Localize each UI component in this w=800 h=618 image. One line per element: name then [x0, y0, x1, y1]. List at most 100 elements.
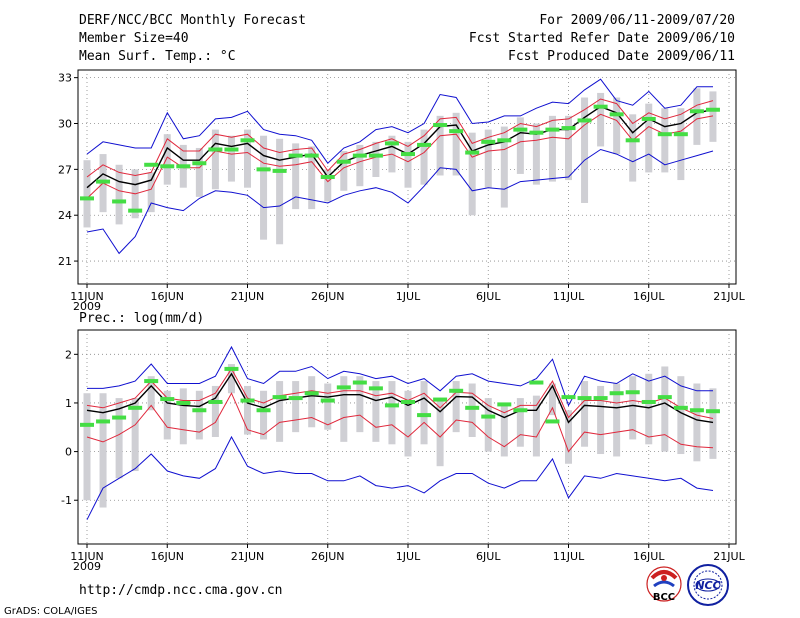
series-line-max: [86, 78, 713, 164]
spread-bar: [661, 366, 669, 452]
observed-marker: [320, 175, 335, 179]
observed-marker: [545, 127, 560, 132]
observed-marker: [705, 107, 720, 112]
observed-marker: [96, 419, 111, 424]
spread-bar: [693, 383, 701, 462]
spread-bar: [436, 398, 444, 467]
spread-bar: [163, 134, 171, 185]
observed-marker: [368, 153, 383, 158]
figure-title: DERF/NCC/BCC Monthly Forecast: [79, 13, 306, 28]
observed-marker: [288, 396, 303, 401]
x-tick-label: 16JUL: [633, 290, 665, 303]
series-line-ensemble-mean: [86, 372, 714, 424]
observed-marker: [96, 179, 111, 184]
spread-bar: [211, 129, 219, 190]
spread-bar: [388, 381, 396, 445]
spread-bar: [131, 398, 139, 472]
x-year-label: 2009: [73, 300, 101, 313]
observed-marker: [497, 138, 512, 143]
ncc-logo-text: NCC: [695, 579, 720, 592]
observed-marker: [112, 199, 127, 204]
y-tick-label: 33: [58, 72, 72, 85]
x-tick-label: 11JUN: [70, 550, 104, 563]
observed-marker: [609, 112, 624, 117]
observed-marker: [449, 388, 464, 393]
series-line-max: [87, 345, 713, 407]
y-tick-label: 21: [58, 255, 72, 268]
spread-bar: [324, 383, 332, 430]
observed-marker: [352, 380, 367, 385]
observed-marker: [80, 422, 94, 427]
spread-bar: [597, 385, 605, 455]
x-tick-label: 16JUN: [150, 290, 184, 303]
observed-marker: [497, 402, 512, 407]
spread-bar: [436, 115, 444, 176]
spread-bar: [404, 141, 412, 188]
observed-marker: [417, 413, 432, 418]
observed-marker: [336, 385, 351, 390]
observed-marker: [513, 127, 528, 132]
spread-bar: [308, 146, 316, 210]
source-url[interactable]: http://cmdp.ncc.cma.gov.cn: [79, 583, 283, 598]
y-tick-label: 24: [58, 209, 72, 222]
precipitation-chart: -1 0 1 2 11JUN 16JUN 21JUN 26JUN 1JUL 6JUL 11JUL 16…: [61, 329, 746, 573]
observed-marker: [689, 408, 704, 413]
spread-bar: [372, 141, 380, 177]
y-tick-label: -1: [61, 494, 72, 507]
observed-marker: [481, 414, 496, 419]
spread-bar: [163, 390, 171, 440]
spread-bar: [260, 390, 268, 440]
x-tick-label: 21JUL: [713, 290, 745, 303]
spread-bar: [83, 160, 91, 228]
spread-bar: [83, 393, 91, 501]
series-line-ensemble-mean: [86, 105, 714, 189]
spread-bar: [677, 376, 685, 455]
observed-marker: [384, 403, 399, 408]
y-tick-label: 30: [58, 118, 72, 131]
observed-marker: [176, 164, 191, 169]
spread-bar: [468, 383, 476, 437]
observed-marker: [529, 380, 544, 385]
prec-panel-title: Prec.: log(mm/d): [79, 311, 204, 326]
observed-marker: [336, 159, 351, 164]
observed-marker: [320, 398, 335, 403]
observed-marker: [657, 395, 672, 400]
spread-bar: [709, 91, 717, 142]
spread-bar: [516, 398, 524, 447]
fcst-started-label: Fcst Started Refer Date 2009/06/10: [469, 31, 735, 46]
observed-marker: [224, 366, 239, 371]
spread-bar: [613, 383, 621, 457]
observed-marker: [144, 379, 159, 384]
spread-bar: [581, 97, 589, 203]
observed-marker: [449, 129, 464, 134]
spread-bar: [613, 97, 621, 155]
x-tick-label: 11JUL: [553, 550, 585, 563]
spread-bar: [340, 376, 348, 442]
y-tick-label: 0: [65, 446, 72, 459]
spread-bar: [420, 129, 428, 185]
observed-marker: [641, 399, 656, 404]
ncc-logo: NCC: [687, 564, 729, 606]
observed-marker: [208, 147, 223, 152]
observed-marker: [577, 118, 592, 123]
observed-marker: [192, 161, 207, 166]
observed-marker: [128, 208, 143, 213]
x-tick-label: 16JUN: [150, 550, 184, 563]
member-size-label: Member Size=40: [79, 31, 189, 46]
x-tick-label: 26JUN: [311, 290, 345, 303]
spread-bar: [324, 169, 332, 202]
x-tick-label: 6JUL: [476, 550, 501, 563]
observed-marker: [304, 153, 319, 158]
spread-bar: [500, 126, 508, 208]
spread-bar: [115, 398, 123, 479]
observed-marker: [433, 123, 448, 128]
observed-marker: [160, 397, 175, 402]
observed-marker: [513, 408, 528, 413]
observed-marker: [657, 132, 672, 137]
bcc-logo-text: BCC: [653, 592, 675, 603]
observed-marker: [288, 153, 303, 158]
series-line-lower-inner: [86, 113, 714, 199]
spread-bar: [516, 117, 524, 174]
observed-marker: [352, 153, 367, 158]
